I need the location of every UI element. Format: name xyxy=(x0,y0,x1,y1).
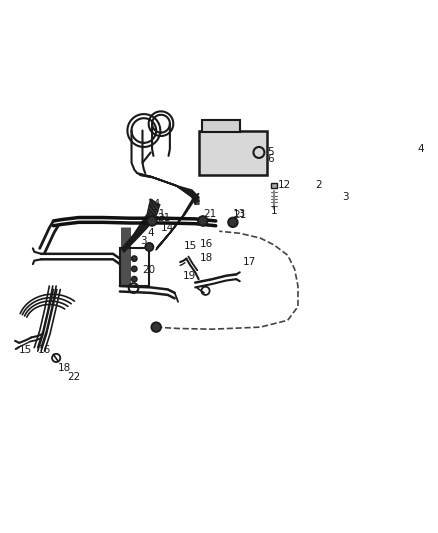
Bar xyxy=(271,183,277,188)
Text: 3: 3 xyxy=(141,237,147,246)
Text: 14: 14 xyxy=(161,223,174,233)
Text: 22: 22 xyxy=(67,372,81,382)
Circle shape xyxy=(198,216,208,226)
Bar xyxy=(120,248,148,286)
Circle shape xyxy=(131,256,137,261)
Text: 13: 13 xyxy=(233,209,246,219)
Text: 12: 12 xyxy=(277,180,291,190)
Text: 18: 18 xyxy=(200,253,213,263)
Text: 4: 4 xyxy=(418,144,424,154)
Text: 1: 1 xyxy=(271,206,277,216)
Text: 21: 21 xyxy=(152,209,165,219)
Text: 17: 17 xyxy=(243,257,256,267)
Text: 19: 19 xyxy=(183,271,196,281)
Text: 21: 21 xyxy=(158,213,171,222)
Text: 5: 5 xyxy=(267,148,274,157)
Bar xyxy=(202,119,240,132)
Bar xyxy=(199,131,267,175)
Circle shape xyxy=(131,277,137,282)
Text: 18: 18 xyxy=(57,363,71,373)
Circle shape xyxy=(131,266,137,272)
Text: 24: 24 xyxy=(147,199,160,209)
Text: 16: 16 xyxy=(38,345,51,355)
Text: 15: 15 xyxy=(19,345,32,355)
Circle shape xyxy=(228,217,238,227)
Text: 16: 16 xyxy=(200,239,213,249)
Text: 6: 6 xyxy=(267,154,274,164)
Text: 21: 21 xyxy=(203,209,216,219)
Text: 3: 3 xyxy=(343,192,349,202)
Text: 21: 21 xyxy=(233,211,246,221)
Circle shape xyxy=(152,322,161,332)
Text: 15: 15 xyxy=(184,241,197,251)
Text: 2: 2 xyxy=(315,180,322,190)
Circle shape xyxy=(147,216,157,226)
Circle shape xyxy=(145,243,153,251)
Text: 20: 20 xyxy=(142,265,155,275)
Text: 4: 4 xyxy=(147,228,154,238)
